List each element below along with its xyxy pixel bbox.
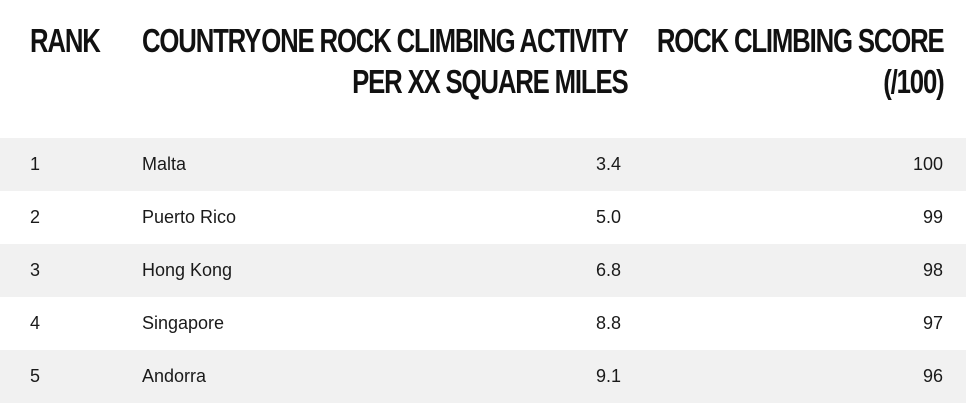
header-score-line1: ROCK CLIMBING SCORE [656,22,944,59]
header-country: COUNTRY [142,22,261,59]
header-activity-line2: PER XX SQUARE MILES [351,63,628,100]
cell-activity: 3.4 [595,154,621,174]
cell-score: 100 [912,154,943,174]
cell-score: 98 [922,260,943,280]
cell-country: Andorra [142,366,207,386]
cell-country: Singapore [142,313,225,333]
cell-score: 99 [922,207,943,227]
cell-rank: 5 [30,366,41,386]
table-row: 2 Puerto Rico 5.0 99 [0,191,966,244]
cell-rank: 1 [30,154,41,174]
cell-activity: 5.0 [595,207,621,227]
table-row: 3 Hong Kong 6.8 98 [0,244,966,297]
cell-country: Malta [142,154,187,174]
table-header: RANK COUNTRY ONE ROCK CLIMBING ACTIVITY … [0,0,966,138]
cell-rank: 3 [30,260,41,280]
header-activity-line1: ONE ROCK CLIMBING ACTIVITY [260,22,628,59]
header-score-line2: (/100) [882,63,944,100]
cell-activity: 9.1 [595,366,621,386]
cell-country: Hong Kong [142,260,233,280]
cell-rank: 2 [30,207,41,227]
header-activity-per-area: ONE ROCK CLIMBING ACTIVITY PER XX SQUARE… [260,20,628,102]
cell-score: 96 [922,366,943,386]
cell-activity: 6.8 [595,260,621,280]
table-row: 1 Malta 3.4 100 [0,138,966,191]
header-score: ROCK CLIMBING SCORE (/100) [656,20,944,102]
table-row: 4 Singapore 8.8 97 [0,297,966,350]
cell-activity: 8.8 [595,313,621,333]
cell-rank: 4 [30,313,41,333]
header-rank: RANK [30,22,101,59]
table-row: 5 Andorra 9.1 96 [0,350,966,403]
cell-score: 97 [922,313,943,333]
cell-country: Puerto Rico [142,207,237,227]
